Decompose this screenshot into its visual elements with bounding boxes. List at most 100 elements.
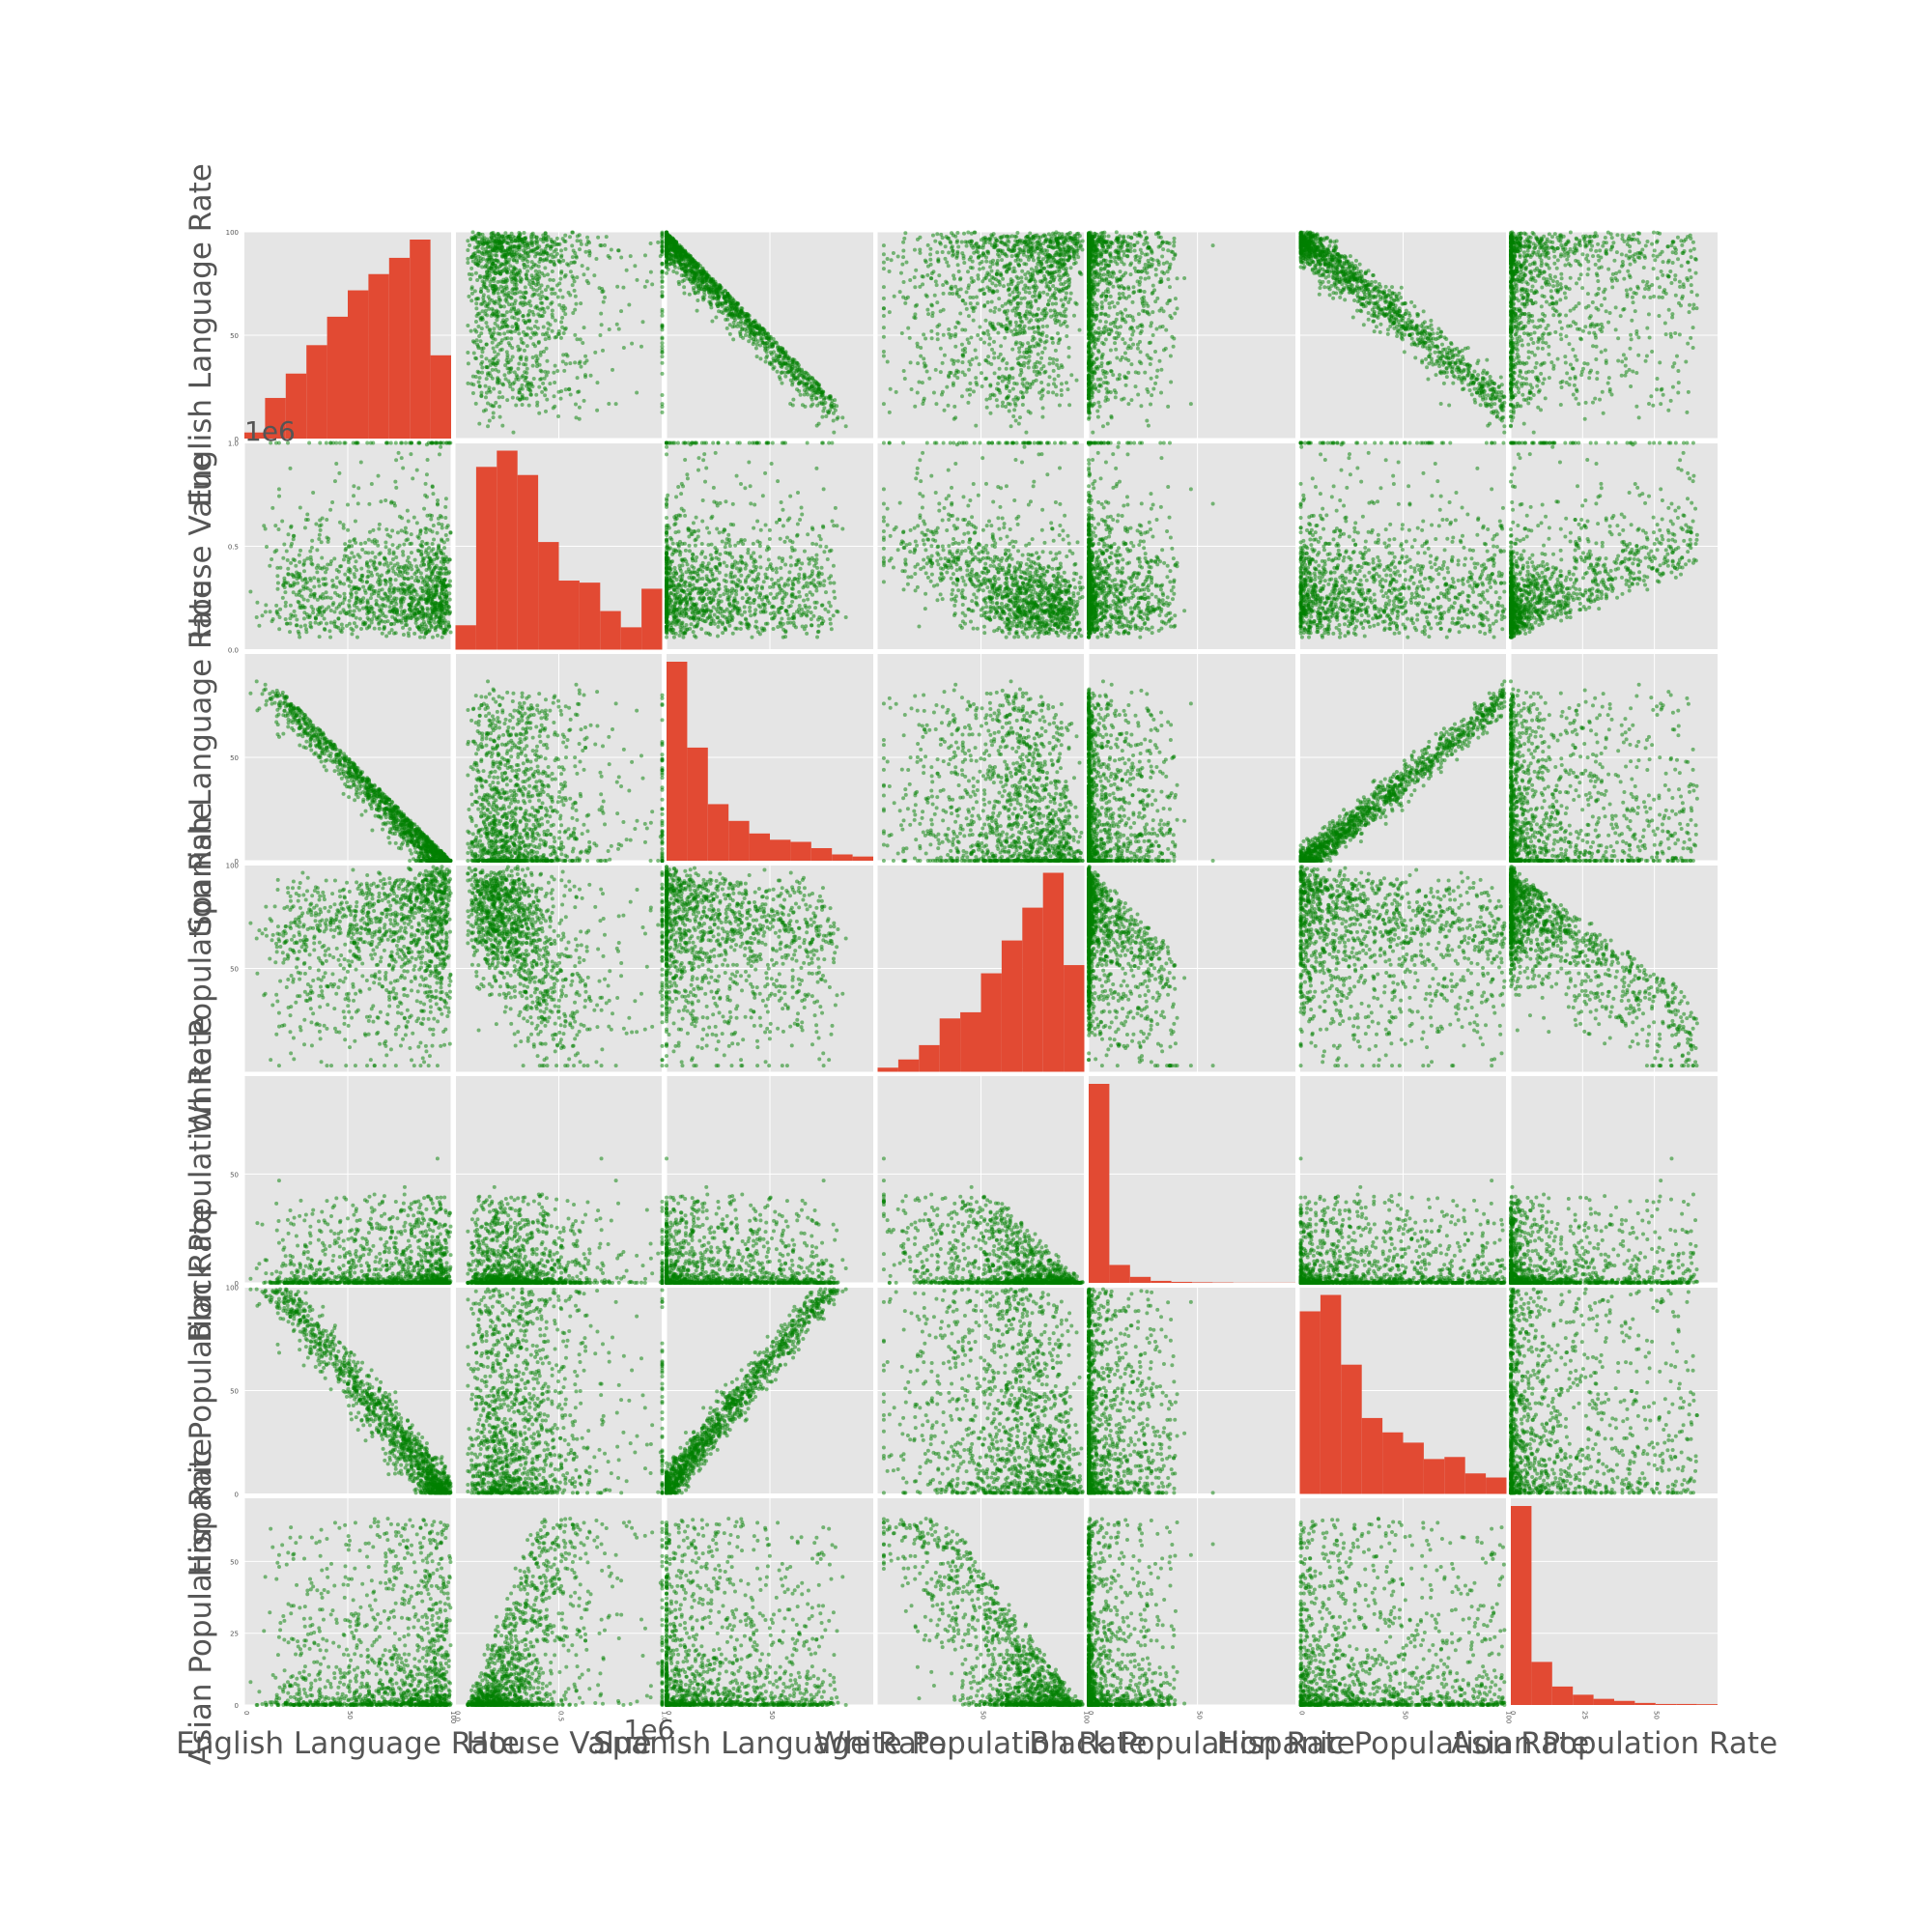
scatter-point	[499, 313, 503, 317]
scatter-point	[800, 368, 804, 372]
scatter-point	[493, 233, 497, 237]
scatter-point	[916, 391, 920, 395]
scatter-point	[564, 387, 568, 391]
scatter-point	[974, 349, 978, 353]
scatter-point	[512, 258, 516, 262]
scatter-point	[641, 320, 645, 324]
scatter-point	[702, 293, 706, 297]
scatter-point	[835, 417, 838, 421]
scatter-point	[966, 231, 970, 235]
scatter-point	[524, 333, 527, 337]
scatter-point	[488, 298, 492, 301]
scatter-point	[737, 314, 741, 318]
scatter-point	[733, 306, 737, 310]
scatter-point	[665, 252, 668, 256]
scatter-point	[672, 263, 676, 267]
scatter-point	[513, 301, 517, 305]
scatter-point	[482, 293, 486, 297]
scatter-point	[649, 242, 653, 245]
scatter-point	[552, 278, 555, 282]
scatter-point	[607, 254, 611, 258]
scatter-point	[1002, 284, 1006, 288]
histogram-bar	[306, 345, 327, 439]
scatter-point	[677, 282, 681, 286]
scatter-point	[744, 333, 748, 337]
scatter-point	[540, 390, 544, 394]
scatter-point	[643, 285, 647, 289]
scatter-point	[882, 350, 886, 354]
scatter-point	[781, 351, 785, 355]
scatter-point	[496, 376, 499, 380]
scatter-point	[680, 266, 684, 270]
scatter-point	[833, 398, 837, 402]
scatter-point	[745, 329, 749, 333]
scatter-point	[708, 302, 712, 306]
scatter-point	[498, 415, 502, 419]
scatter-point	[513, 283, 517, 287]
scatter-point	[514, 286, 518, 290]
scatter-point	[504, 259, 508, 263]
scatter-point	[934, 402, 938, 406]
scatter-point	[665, 245, 668, 249]
scatter-point	[682, 285, 686, 289]
scatter-point	[1026, 341, 1030, 345]
scatter-point	[498, 279, 502, 283]
scatter-point	[689, 259, 693, 263]
scatter-point	[518, 269, 522, 272]
scatter-point	[493, 276, 497, 280]
scatter-point	[576, 239, 580, 242]
scatter-point	[581, 341, 584, 345]
scatter-point	[523, 296, 526, 299]
scatter-point	[485, 325, 489, 328]
scatter-point	[510, 297, 514, 300]
scatter-point	[1033, 330, 1037, 334]
scatter-point	[571, 255, 575, 259]
scatter-point	[570, 243, 574, 247]
scatter-point	[731, 301, 735, 305]
scatter-point	[579, 301, 582, 305]
scatter-point	[546, 306, 550, 310]
scatter-point	[510, 315, 514, 319]
scatter-point	[819, 387, 823, 391]
scatter-point	[639, 345, 643, 349]
scatter-point	[497, 353, 500, 356]
scatter-point	[774, 340, 778, 344]
scatter-point	[466, 248, 469, 252]
scatter-point	[496, 314, 499, 318]
scatter-point	[820, 401, 824, 405]
scatter-point	[516, 345, 520, 349]
scatter-point	[967, 283, 971, 287]
scatter-point	[485, 270, 489, 274]
scatter-point	[982, 304, 986, 308]
scatter-point	[562, 240, 566, 243]
scatter-point	[783, 375, 787, 379]
scatter-point	[570, 274, 574, 278]
scatter-point	[677, 251, 681, 255]
scatter-point	[505, 287, 509, 291]
scatter-point	[484, 395, 488, 399]
scatter-point	[595, 409, 599, 412]
histogram-bar	[410, 240, 430, 439]
scatter-point	[569, 270, 573, 273]
scatter-point	[824, 414, 828, 418]
scatter-point	[832, 412, 836, 415]
scatter-point	[487, 301, 491, 305]
scatter-point	[556, 414, 560, 418]
scatter-point	[568, 361, 572, 365]
scatter-point	[574, 403, 578, 407]
scatter-point	[757, 325, 761, 328]
scatter-point	[529, 327, 533, 330]
scatter-point	[968, 393, 972, 397]
scatter-point	[615, 323, 619, 327]
scatter-point	[526, 270, 529, 273]
scatter-point	[486, 401, 490, 405]
scatter-point	[766, 331, 770, 335]
scatter-point	[484, 285, 488, 289]
scatter-point	[509, 251, 513, 255]
scatter-point	[525, 376, 528, 380]
scatter-point	[832, 431, 836, 435]
scatter-point	[678, 245, 682, 249]
scatter-point	[578, 361, 582, 365]
scatter-point	[551, 255, 554, 259]
